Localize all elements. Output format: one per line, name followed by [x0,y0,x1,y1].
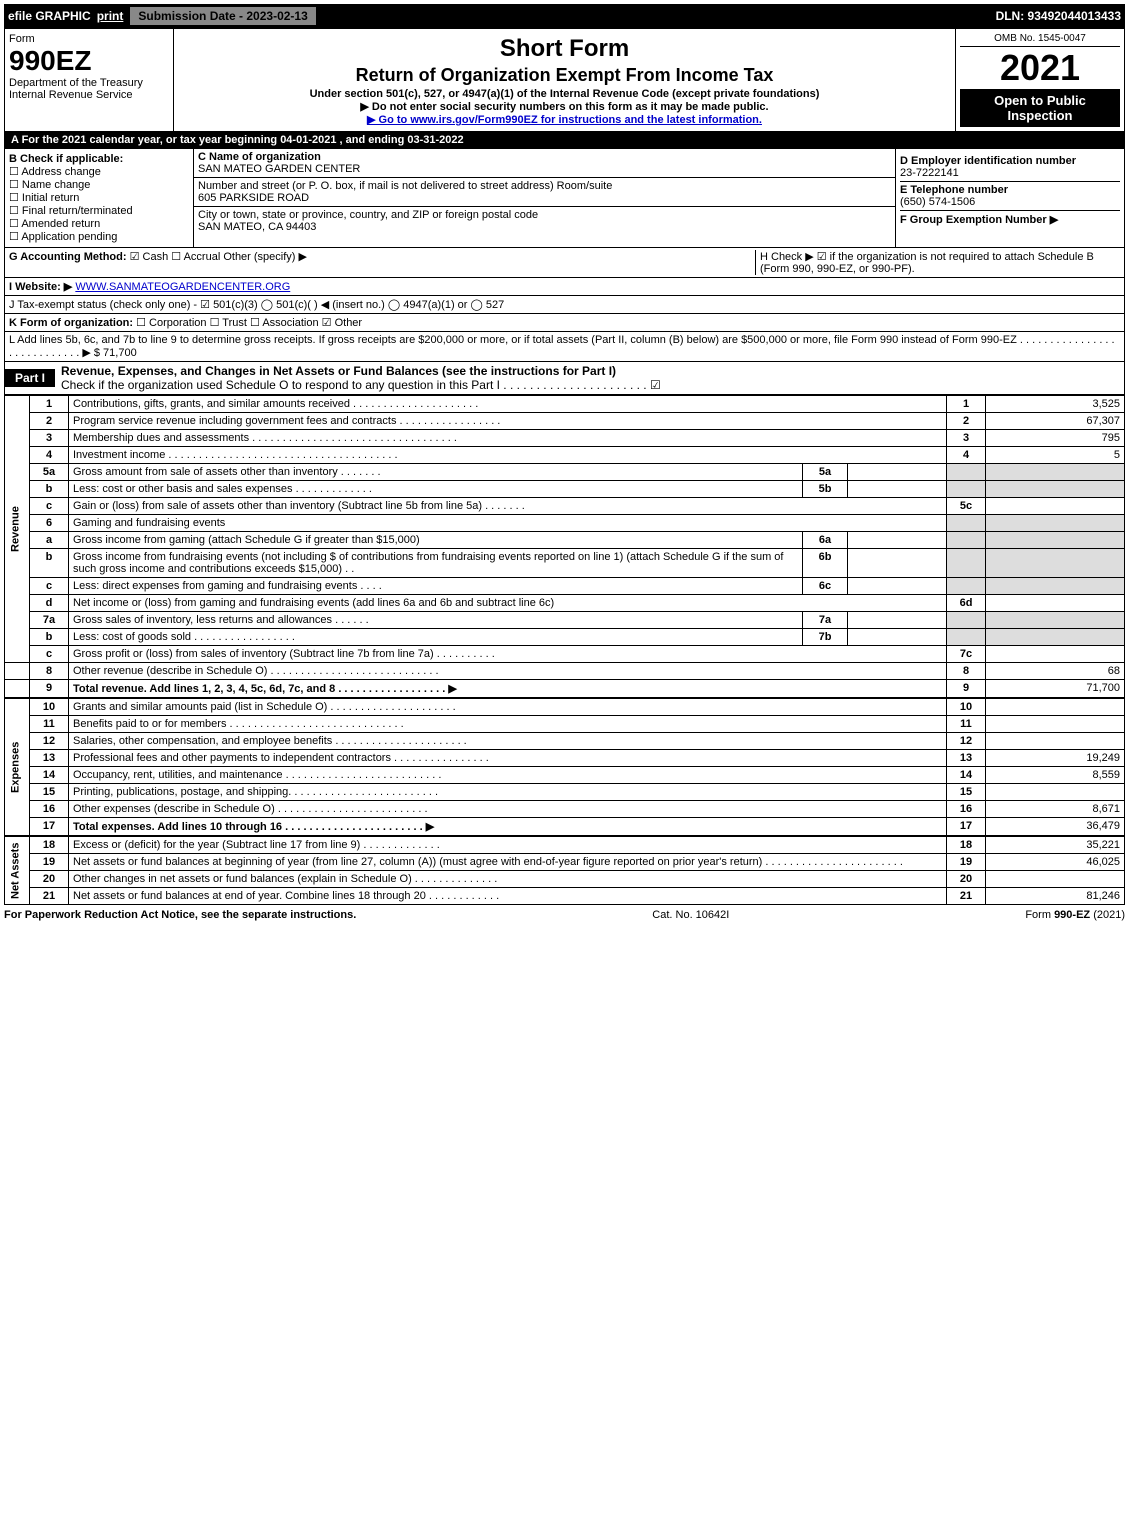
c-city-label: City or town, state or province, country… [198,209,538,221]
page-footer: For Paperwork Reduction Act Notice, see … [4,905,1125,921]
revenue-vlabel: Revenue [5,396,30,663]
org-city: SAN MATEO, CA 94403 [198,221,316,233]
chk-final[interactable]: Final return/terminated [9,204,189,217]
d-tel-label: E Telephone number [900,184,1008,196]
revenue-table: Revenue 1Contributions, gifts, grants, a… [4,395,1125,698]
dept: Department of the Treasury [9,77,169,89]
part1-title: Revenue, Expenses, and Changes in Net As… [61,364,616,378]
footer-left: For Paperwork Reduction Act Notice, see … [4,909,356,921]
ein: 23-7222141 [900,167,959,179]
section-bcd: B Check if applicable: Address change Na… [4,149,1125,248]
chk-amended[interactable]: Amended return [9,217,189,230]
line-1-val: 3,525 [986,396,1125,413]
open-public: Open to Public [964,93,1116,108]
chk-accrual[interactable]: Accrual [171,251,220,263]
section-h: H Check ▶ ☑ if the organization is not r… [755,250,1120,275]
chk-initial[interactable]: Initial return [9,191,189,204]
omb-number: OMB No. 1545-0047 [960,33,1120,47]
expenses-vlabel: Expenses [5,699,30,836]
footer-rightC: (2021) [1093,909,1125,921]
tax-year: 2021 [960,47,1120,89]
b-title: B Check if applicable: [9,153,189,165]
short-form-title: Short Form [178,35,951,63]
chk-pending[interactable]: Application pending [9,230,189,243]
form-header: Form 990EZ Department of the Treasury In… [4,28,1125,132]
dln: DLN: 93492044013433 [996,9,1121,23]
print-link[interactable]: print [97,9,124,23]
inspection: Inspection [964,108,1116,123]
efile-label: efile GRAPHIC [8,9,91,23]
subtitle-1: Under section 501(c), 527, or 4947(a)(1)… [178,88,951,100]
section-l: L Add lines 5b, 6c, and 7b to line 9 to … [4,332,1125,362]
section-a: A For the 2021 calendar year, or tax yea… [4,132,1125,149]
footer-rightB: 990-EZ [1054,909,1090,921]
k-label: K Form of organization: [9,317,133,329]
d-ein-label: D Employer identification number [900,155,1076,167]
i-label: I Website: ▶ [9,281,72,293]
c-street-label: Number and street (or P. O. box, if mail… [198,180,612,192]
irs: Internal Revenue Service [9,89,169,101]
section-j: J Tax-exempt status (check only one) - ☑… [4,296,1125,314]
g-other: Other (specify) ▶ [223,251,307,263]
d-grp-label: F Group Exemption Number ▶ [900,214,1058,226]
org-street: 605 PARKSIDE ROAD [198,192,309,204]
part1-header: Part I Revenue, Expenses, and Changes in… [4,362,1125,395]
chk-assoc[interactable]: Association [250,317,319,329]
line-1-desc: Contributions, gifts, grants, and simila… [69,396,947,413]
footer-mid: Cat. No. 10642I [652,909,729,921]
g-label: G Accounting Method: [9,251,127,263]
telephone: (650) 574-1506 [900,196,975,208]
subtitle-2: ▶ Do not enter social security numbers o… [178,100,951,113]
top-bar: efile GRAPHIC print Submission Date - 20… [4,4,1125,28]
part1-check: Check if the organization used Schedule … [61,378,661,392]
chk-corp[interactable]: Corporation [136,317,206,329]
section-gh: G Accounting Method: Cash Accrual Other … [4,248,1125,278]
netassets-table: Net Assets 18Excess or (deficit) for the… [4,836,1125,905]
chk-address[interactable]: Address change [9,165,189,178]
chk-other[interactable]: Other [322,317,362,329]
footer-rightA: Form [1025,909,1054,921]
chk-name[interactable]: Name change [9,178,189,191]
irs-link[interactable]: ▶ Go to www.irs.gov/Form990EZ for instru… [367,114,762,126]
chk-trust[interactable]: Trust [210,317,247,329]
form-label: Form [9,33,169,45]
section-i: I Website: ▶ WWW.SANMATEOGARDENCENTER.OR… [4,278,1125,296]
return-title: Return of Organization Exempt From Incom… [178,65,951,86]
c-name-label: C Name of organization [198,151,321,163]
part1-tag: Part I [5,369,55,387]
chk-cash[interactable]: Cash [130,251,169,263]
website-link[interactable]: WWW.SANMATEOGARDENCENTER.ORG [75,281,290,293]
org-name: SAN MATEO GARDEN CENTER [198,163,360,175]
form-number: 990EZ [9,45,169,77]
section-k: K Form of organization: Corporation Trus… [4,314,1125,332]
submission-date: Submission Date - 2023-02-13 [129,6,316,26]
expenses-table: Expenses 10Grants and similar amounts pa… [4,698,1125,836]
netassets-vlabel: Net Assets [5,837,30,905]
